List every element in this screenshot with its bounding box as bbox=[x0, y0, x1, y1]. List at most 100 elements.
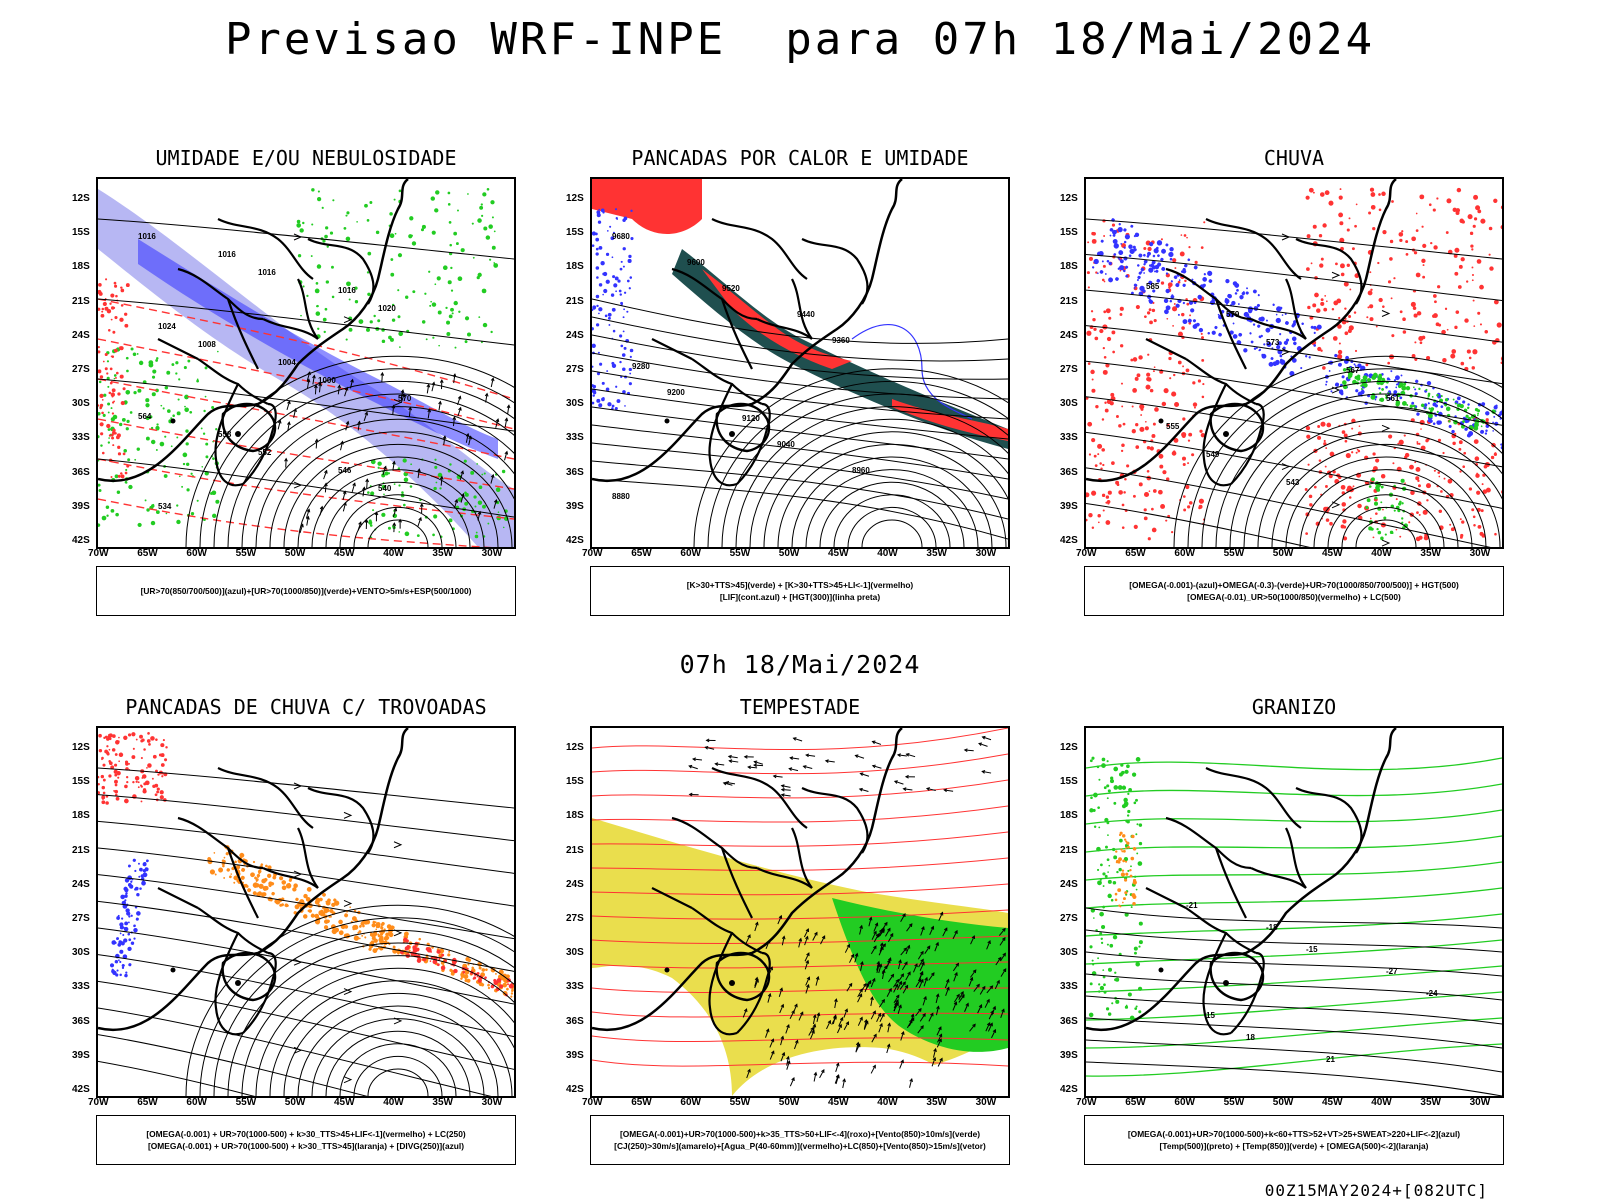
legend-line: [CJ(250)>30m/s](amarelo)+[Agua_P(40-60mm… bbox=[614, 1141, 986, 1151]
lon-tick-label: 30W bbox=[975, 548, 997, 559]
thickness-line bbox=[98, 338, 514, 430]
wind-vector bbox=[337, 384, 342, 395]
lon-tick-label: 65W bbox=[1125, 548, 1146, 559]
wind-vector bbox=[1000, 968, 1007, 977]
border-line bbox=[217, 767, 314, 829]
lat-tick-label: 24S bbox=[72, 329, 90, 341]
lat-tick-label: 18S bbox=[566, 810, 584, 822]
isoline bbox=[367, 519, 429, 547]
streamline bbox=[98, 900, 514, 972]
wind-vector bbox=[816, 1012, 821, 1023]
humidity-core bbox=[138, 239, 498, 459]
streamline bbox=[98, 298, 514, 346]
wind-vector bbox=[780, 787, 791, 792]
wind-vector bbox=[832, 1014, 837, 1025]
wind-vector bbox=[870, 1064, 876, 1074]
wind-vector bbox=[958, 994, 965, 1003]
isoline bbox=[199, 368, 514, 547]
wind-vector bbox=[984, 998, 990, 1008]
lon-tick-label: 50W bbox=[778, 1097, 800, 1108]
thickness-line bbox=[98, 298, 514, 400]
streamline bbox=[1086, 218, 1502, 260]
border-uruguay bbox=[715, 402, 771, 453]
isoline bbox=[1355, 519, 1417, 547]
lat-tick-label: 27S bbox=[566, 364, 584, 375]
temp500-line bbox=[1086, 973, 1502, 1001]
isoline bbox=[227, 942, 514, 1096]
contour-label: 1016 bbox=[218, 250, 236, 259]
lon-tick-label: 35W bbox=[432, 1097, 453, 1108]
streamline bbox=[98, 847, 514, 907]
wind-vector bbox=[849, 953, 855, 963]
wind-vector bbox=[442, 435, 447, 446]
wind-vector bbox=[943, 788, 954, 793]
contour-label: 561 bbox=[1386, 394, 1400, 403]
wind-vector bbox=[484, 392, 489, 403]
streamline bbox=[98, 980, 514, 1070]
border-line bbox=[242, 951, 277, 1034]
border-line bbox=[1214, 847, 1247, 919]
lon-tick-label: 70W bbox=[88, 1097, 109, 1108]
border-line bbox=[720, 847, 753, 919]
wind-vector bbox=[843, 1021, 849, 1031]
legend-line: [OMEGA(-0.01)_UR>50(1000/850)(vermelho) … bbox=[1187, 592, 1401, 602]
border-line bbox=[736, 402, 771, 485]
isoline bbox=[1341, 506, 1431, 547]
contour-label: 552 bbox=[258, 448, 272, 457]
lat-tick-label: 27S bbox=[1060, 364, 1078, 375]
wind-vector bbox=[342, 501, 347, 512]
precip-field bbox=[1305, 187, 1502, 371]
border-line bbox=[756, 318, 813, 340]
wind-vector bbox=[835, 1062, 840, 1073]
contour-label: 564 bbox=[138, 412, 152, 421]
wind-vector bbox=[995, 956, 1002, 966]
wind-vector bbox=[453, 498, 459, 509]
wind-vector bbox=[918, 970, 924, 981]
lat-tick-label: 36S bbox=[566, 466, 584, 478]
temp850-line bbox=[1086, 1017, 1502, 1049]
hgt-isoline bbox=[592, 424, 1008, 480]
wind-vector bbox=[893, 983, 899, 993]
wind-vector bbox=[452, 373, 457, 384]
wind-vector bbox=[779, 1003, 785, 1014]
lat-tick-label: 21S bbox=[72, 844, 90, 856]
wind-vector bbox=[896, 980, 903, 990]
wind-vector bbox=[876, 960, 881, 971]
lat-tick-label: 27S bbox=[72, 913, 90, 924]
wind-vector bbox=[324, 482, 328, 493]
wind-vector bbox=[917, 1025, 924, 1034]
thickness-line bbox=[98, 458, 514, 520]
wind-vector bbox=[834, 998, 838, 1009]
temp850-line bbox=[1086, 783, 1502, 797]
wind-vector bbox=[937, 1033, 943, 1043]
border-line bbox=[307, 238, 375, 305]
contour-label: -27 bbox=[1386, 967, 1398, 976]
contour-label: 9200 bbox=[667, 388, 685, 397]
wind-vector bbox=[312, 374, 316, 385]
contour-label: 15 bbox=[1206, 1011, 1215, 1020]
panel-title-umidade: UMIDADE E/OU NEBULOSIDADE bbox=[155, 146, 457, 170]
precip-field bbox=[98, 278, 130, 479]
wind-vector bbox=[925, 787, 936, 791]
contour-label: 1016 bbox=[338, 286, 356, 295]
isoline bbox=[1187, 368, 1502, 547]
wind-vector bbox=[986, 940, 991, 950]
wind-vector bbox=[692, 757, 703, 762]
temp500-line bbox=[1086, 951, 1502, 977]
hgt-isoline bbox=[592, 388, 1008, 440]
wind-vector bbox=[778, 987, 784, 997]
lat-tick-label: 33S bbox=[72, 981, 90, 993]
wind-vector bbox=[363, 411, 369, 422]
precipitable-water-line bbox=[592, 1059, 1008, 1067]
wind-vector bbox=[970, 935, 976, 945]
contour-label: 1020 bbox=[378, 304, 396, 313]
wind-vector bbox=[457, 406, 462, 417]
wind-vector bbox=[873, 922, 879, 932]
precipitable-water-line bbox=[592, 728, 1008, 751]
lon-tick-label: 50W bbox=[284, 1097, 306, 1108]
wind-vector bbox=[299, 523, 304, 534]
wind-vector bbox=[417, 516, 422, 527]
wind-vector bbox=[919, 961, 925, 971]
wind-vector bbox=[727, 754, 738, 759]
lon-tick-label: 70W bbox=[1076, 1097, 1097, 1108]
